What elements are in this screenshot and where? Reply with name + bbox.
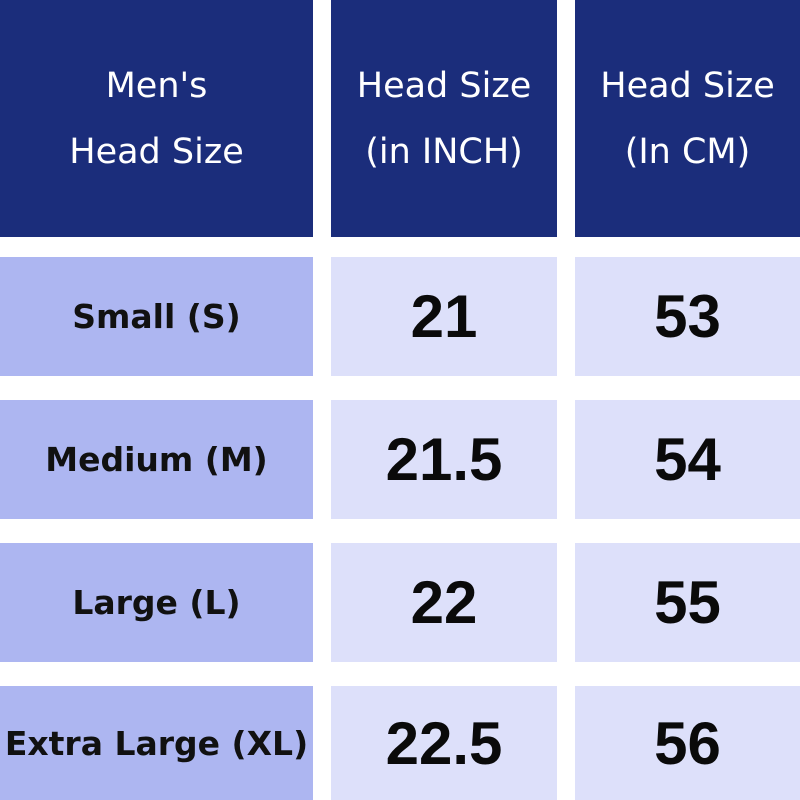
size-value: 54	[575, 400, 800, 519]
size-name: Extra Large (XL)	[4, 723, 309, 763]
size-number: 55	[654, 569, 721, 636]
size-value: 53	[575, 257, 800, 376]
header-text: Head Size	[356, 65, 532, 106]
header-text: Head Size	[600, 65, 775, 106]
size-number: 54	[654, 426, 721, 493]
size-value: 21.5	[331, 400, 557, 519]
header-text: (In CM)	[624, 131, 751, 172]
size-number: 22	[410, 569, 478, 636]
size-value: 55	[575, 543, 800, 662]
header-cell: Men's Head Size	[0, 0, 313, 237]
header-text: Head Size	[69, 131, 244, 172]
size-label: Medium (M)	[0, 400, 313, 519]
size-value: 56	[575, 686, 800, 800]
header-text: (in INCH)	[365, 131, 523, 172]
size-number: 21	[410, 283, 478, 350]
size-number: 56	[654, 709, 721, 777]
size-number: 21.5	[385, 426, 503, 493]
size-number: 22.5	[385, 709, 503, 777]
size-value: 22	[331, 543, 557, 662]
size-name: Small (S)	[72, 297, 241, 336]
size-value: 22.5	[331, 686, 557, 800]
size-label: Extra Large (XL)	[0, 686, 313, 800]
size-name: Large (L)	[72, 583, 241, 622]
size-number: 53	[654, 283, 721, 350]
size-label: Small (S)	[0, 257, 313, 376]
size-label: Large (L)	[0, 543, 313, 662]
header-cell: Head Size (In CM)	[575, 0, 800, 237]
size-value: 21	[331, 257, 557, 376]
size-name: Medium (M)	[45, 440, 268, 479]
header-text: Men's	[105, 65, 208, 106]
header-cell: Head Size (in INCH)	[331, 0, 557, 237]
